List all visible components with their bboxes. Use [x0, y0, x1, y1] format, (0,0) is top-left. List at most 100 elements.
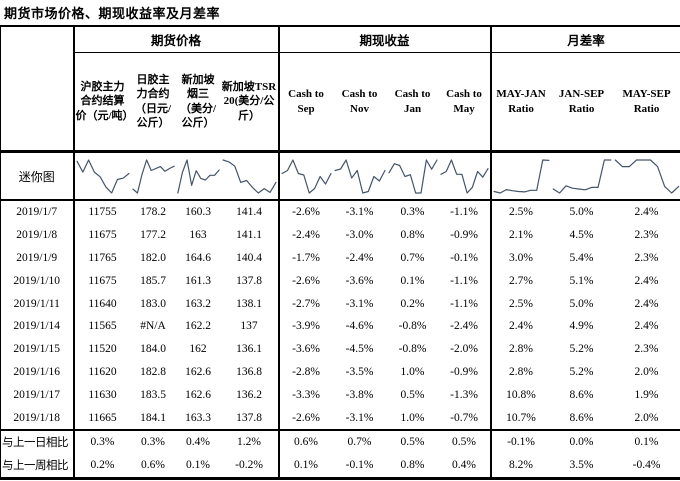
col-header-cash-to-jan: Cash to Jan	[386, 52, 439, 153]
value-cell: 2.4%	[634, 206, 659, 219]
sparkline-chart	[493, 156, 550, 196]
value-cell: -0.1%	[489, 428, 551, 454]
spark-cell	[72, 151, 131, 201]
col-header-may-sep-ratio: MAY-SEP Ratio	[612, 52, 680, 153]
value-cell: 182.0	[140, 251, 166, 264]
value-cell: -2.4%	[450, 320, 478, 333]
value-cell: 0.6%	[141, 459, 165, 472]
value-cell: 137.8	[236, 411, 262, 424]
spark-cell	[612, 151, 680, 201]
value-cell: 141.4	[236, 206, 262, 219]
value-cell: 136.2	[236, 388, 262, 401]
value-cell: 8.6%	[569, 411, 594, 424]
corner-cell	[0, 27, 74, 153]
value-cell: 162	[189, 343, 207, 356]
value-cell: 2.4%	[634, 320, 659, 333]
col-header-jpx-rubber: 日胶主力合约（日元/公斤）	[130, 52, 176, 153]
value-cell: 184.0	[140, 343, 166, 356]
value-cell: 0.1%	[277, 453, 333, 479]
table-row: 2019/1/11 11640 183.0 163.2 138.1 -2.7% -3.1% 0…	[1, 292, 680, 315]
value-cell: 0.3%	[400, 206, 425, 219]
value-cell: 0.8%	[400, 229, 425, 242]
value-cell: 4.5%	[569, 229, 594, 242]
date-cell: 2019/1/10	[13, 274, 61, 287]
value-cell: 2.5%	[489, 200, 551, 224]
col-header-cash-to-nov: Cash to Nov	[332, 52, 387, 153]
value-cell: -0.4%	[632, 459, 661, 472]
col-header-jan-sep-ratio: JAN-SEP Ratio	[550, 52, 613, 153]
value-cell: 2.7%	[489, 269, 551, 293]
value-cell: 0.2%	[400, 297, 425, 310]
table-row: 2019/1/8 11675 177.2 163 141.1 -2.4% -3.0% 0.8%…	[1, 223, 680, 247]
value-cell: 177.2	[140, 229, 166, 242]
value-cell: 3.0%	[489, 246, 551, 270]
spark-cell	[489, 151, 551, 201]
value-cell: 136.1	[236, 343, 262, 356]
sparkline-chart	[552, 156, 612, 196]
value-cell: 0.5%	[386, 428, 439, 454]
value-cell: 5.0%	[569, 206, 594, 219]
value-cell: 0.3%	[130, 428, 176, 454]
table-row: 2019/1/15 11520 184.0 162 136.1 -3.6% -4.5% -0.…	[1, 337, 680, 361]
value-cell: -3.9%	[277, 314, 333, 338]
value-cell: -3.6%	[345, 274, 374, 287]
value-cell: 5.2%	[569, 365, 594, 378]
value-cell: 178.2	[140, 206, 166, 219]
sparkline-chart	[614, 156, 680, 196]
value-cell: -0.2%	[235, 459, 263, 472]
value-cell: -0.8%	[398, 320, 427, 333]
value-cell: 0.1%	[400, 274, 425, 287]
sparkline-chart	[222, 156, 277, 196]
spark-cell	[550, 151, 613, 201]
table-row: 2019/1/9 11765 182.0 164.6 140.4 -1.7% -2.4% 0.…	[1, 246, 680, 270]
table-row: 2019/1/10 11675 185.7 161.3 137.8 -2.6% -3.6% 0…	[1, 269, 680, 293]
value-cell: -0.1%	[450, 251, 478, 264]
value-cell: -1.1%	[450, 206, 478, 219]
sub-header-row: 沪胶主力合约结算价（元/吨） 日胶主力合约（日元/公斤） 新加坡烟三（美分/公斤…	[1, 52, 680, 153]
value-cell: 11520	[72, 337, 131, 361]
sparkline-chart	[440, 156, 489, 196]
sparkline-chart	[76, 156, 130, 196]
sparkline-chart	[388, 156, 438, 196]
col-header-sgx-tsr20: 新加坡TSR20(美分/公斤）	[220, 52, 279, 153]
spark-cell	[277, 151, 333, 201]
date-cell: 2019/1/15	[13, 343, 61, 356]
row-vs-prev-day: 与上一日相比 0.3% 0.3% 0.4% 1.2% 0.6% 0.7% 0.5% 0.5% -0…	[0, 428, 680, 454]
value-cell: 1.2%	[220, 428, 279, 454]
value-cell: 0.0%	[550, 428, 613, 454]
value-cell: -3.1%	[345, 206, 374, 219]
value-cell: 11640	[72, 292, 131, 315]
col-header-sgx-rss3: 新加坡烟三（美分/公斤）	[175, 52, 221, 153]
value-cell: 0.1%	[612, 428, 680, 454]
value-cell: 162.6	[185, 365, 211, 378]
spark-cell	[130, 151, 176, 201]
value-cell: -2.6%	[277, 200, 333, 224]
value-cell: 2.8%	[489, 360, 551, 384]
sparkline-chart	[334, 156, 386, 196]
value-cell: 0.4%	[175, 428, 221, 454]
sparkline-row-label: 迷你图	[0, 151, 74, 201]
col-header-cash-to-may: Cash to May	[438, 52, 491, 153]
value-cell: -0.9%	[450, 229, 478, 242]
date-cell: 2019/1/11	[13, 297, 60, 310]
spark-cell	[386, 151, 439, 201]
sparkline-row: 迷你图	[0, 151, 680, 201]
value-cell: -2.6%	[277, 269, 333, 293]
value-cell: 184.1	[140, 411, 166, 424]
table-row: 2019/1/18 11665 184.1 163.3 137.8 -2.6% -3.1% 1…	[1, 406, 680, 430]
value-cell: 8.6%	[569, 388, 594, 401]
date-cell: 2019/1/14	[13, 320, 61, 333]
col-header-may-jan-ratio: MAY-JAN Ratio	[489, 52, 551, 153]
sparkline-chart	[177, 156, 220, 196]
value-cell: -4.5%	[345, 343, 374, 356]
value-cell: 137.8	[236, 274, 262, 287]
value-cell: 2.4%	[634, 297, 659, 310]
value-cell: 164.6	[185, 251, 211, 264]
value-cell: 137	[240, 320, 258, 333]
table-row: 2019/1/16 11620 182.8 162.6 136.8 -2.8% -3.5% 1…	[1, 360, 680, 384]
value-cell: -3.6%	[277, 337, 333, 361]
value-cell: 5.2%	[569, 343, 594, 356]
value-cell: 162.6	[185, 388, 211, 401]
row-vs-prev-week: 与上一周相比 0.2% 0.6% 0.1% -0.2% 0.1% -0.1% 0.8% 0.4%…	[1, 453, 680, 479]
value-cell: 11665	[72, 406, 131, 430]
